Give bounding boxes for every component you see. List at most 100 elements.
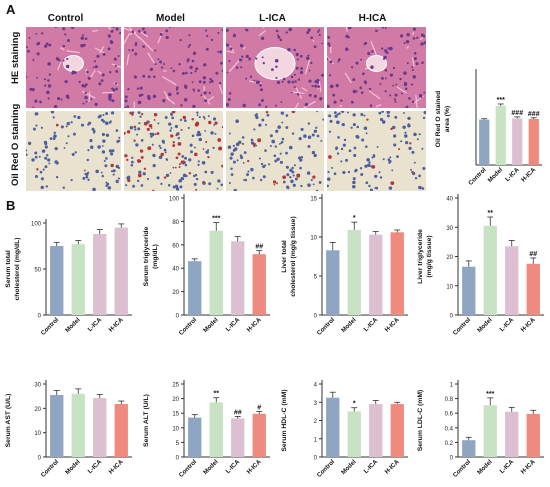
nucleus [107, 186, 112, 190]
nucleus [180, 176, 185, 181]
y-tick-label: 0 [176, 314, 180, 320]
nucleus [230, 152, 234, 156]
nucleus [142, 74, 146, 78]
significance-mark: *** [486, 391, 494, 398]
chart-serum-ast: 0 10 20 30 Serum AST (U/L) Control Model L-ICA H… [5, 380, 132, 479]
nucleus [53, 105, 58, 108]
nucleus [347, 170, 351, 174]
nucleus [230, 173, 234, 176]
nucleus [404, 134, 408, 138]
lipid-droplet [170, 134, 174, 138]
nucleus [389, 46, 393, 51]
nucleus [87, 171, 90, 174]
sinusoid [302, 100, 316, 108]
nucleus [108, 149, 113, 153]
nucleus [189, 143, 193, 147]
row-header-he-staining: HE staining [10, 31, 21, 84]
nucleus [333, 111, 337, 115]
y-tick-label: 0 [450, 314, 454, 320]
lipid-droplet [153, 113, 158, 117]
y-axis-label: (mg/g tissue) [426, 235, 433, 277]
lipid-droplet [328, 155, 332, 159]
nucleus [299, 54, 303, 58]
nucleus [217, 179, 221, 183]
nucleus [106, 182, 110, 186]
nucleus [131, 30, 135, 34]
nucleus [142, 45, 145, 48]
significance-mark: *** [497, 97, 505, 104]
nucleus [245, 28, 249, 32]
bar [390, 404, 404, 457]
nucleus [414, 176, 418, 180]
nucleus [198, 116, 201, 119]
nucleus [209, 77, 212, 81]
nucleus [363, 114, 366, 117]
nucleus [418, 174, 421, 178]
chart-liver-total-cholesterol: 0 5 10 15 Liver total cholesterol (mg/g tissu… [281, 194, 408, 337]
nucleus [189, 65, 193, 70]
nucleus [181, 155, 185, 158]
y-tick-label: 0.8 [445, 397, 454, 403]
nucleus [175, 86, 179, 90]
y-axis-label: cholesterol (mg/dL) [14, 237, 21, 300]
nucleus [60, 125, 64, 129]
nucleus [94, 102, 98, 106]
nucleus [67, 135, 70, 138]
x-tick-label: Control [40, 458, 61, 479]
nucleus [140, 184, 144, 187]
nucleus [162, 98, 166, 103]
nucleus [128, 49, 131, 52]
nucleus [196, 133, 200, 137]
nucleus [98, 82, 102, 86]
nucleus [352, 78, 356, 82]
nucleus [336, 120, 340, 125]
nucleus [412, 75, 417, 79]
nucleus [100, 79, 104, 83]
bar [188, 417, 202, 457]
nucleus [108, 93, 112, 98]
nucleus [133, 75, 137, 79]
nucleus [287, 80, 291, 84]
chart-serum-hdl-c: 0 1 2 3 4 Serum HDL-C (mM) Control * Model L-ICA H… [281, 380, 408, 479]
nucleus [182, 173, 187, 178]
nucleus [64, 79, 68, 84]
nucleus [27, 49, 30, 53]
nucleus [207, 148, 210, 151]
sinusoid [312, 39, 315, 42]
nucleus [329, 60, 333, 64]
nucleus [187, 45, 190, 48]
nucleus [327, 177, 331, 181]
nucleus [273, 154, 277, 158]
nucleus [306, 171, 311, 175]
nucleus [101, 73, 105, 77]
nucleus [287, 47, 291, 52]
nucleus [169, 129, 172, 132]
nucleus [175, 187, 180, 191]
nucleus [236, 159, 239, 162]
nucleus [382, 57, 386, 60]
nucleus [310, 36, 313, 40]
lipid-droplet [172, 141, 175, 144]
y-tick-label: 40 [172, 267, 179, 273]
nucleus [363, 80, 367, 84]
lipid-droplet [214, 121, 218, 125]
nucleus [184, 84, 187, 87]
y-axis-label: Serum LDL-C (mM) [417, 390, 424, 452]
nucleus [165, 158, 168, 161]
nucleus [291, 170, 295, 174]
nucleus [315, 126, 318, 129]
nucleus [170, 67, 173, 70]
nucleus [139, 115, 142, 118]
nucleus [210, 79, 214, 83]
nucleus [291, 80, 295, 84]
nucleus [232, 148, 236, 152]
nucleus [177, 136, 180, 140]
central-vein [254, 46, 296, 80]
nucleus [277, 34, 279, 37]
nucleus [65, 142, 68, 145]
nucleus [39, 100, 42, 104]
nucleus [102, 113, 105, 117]
x-tick-label: H-ICA [246, 458, 263, 475]
nucleus [226, 103, 230, 107]
nucleus [280, 101, 283, 103]
